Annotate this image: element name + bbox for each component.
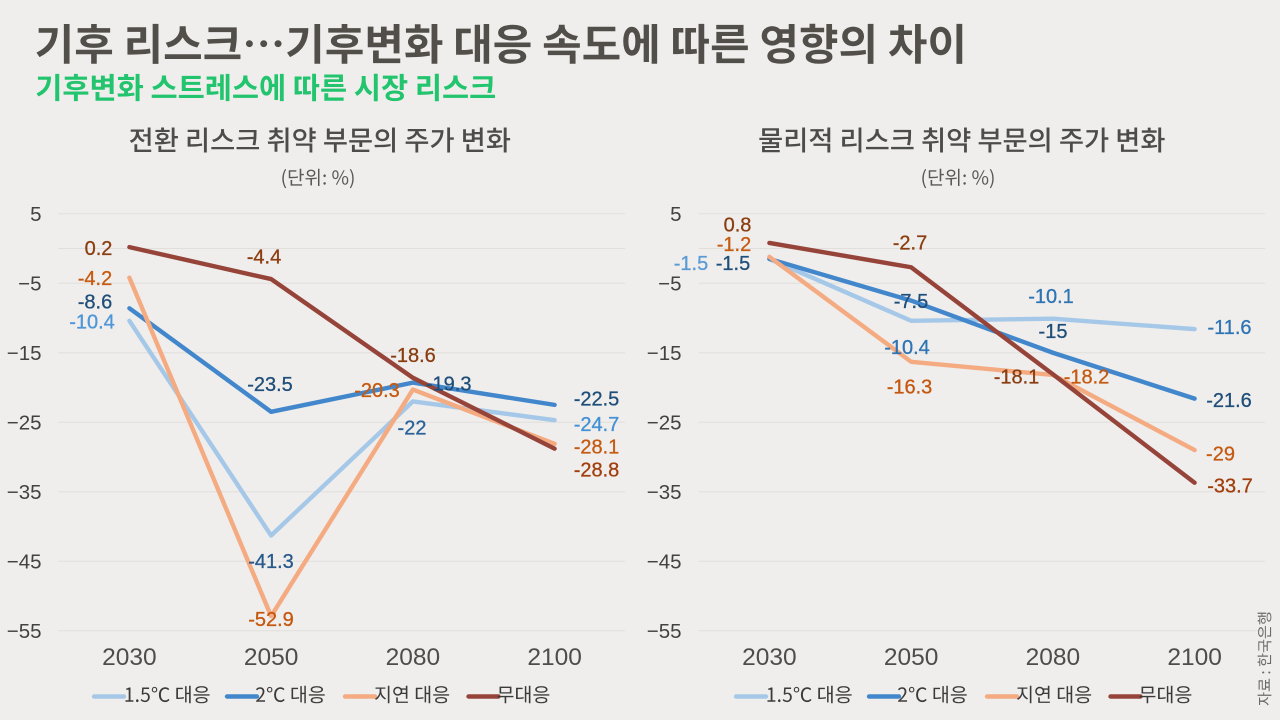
svg-text:0.8: 0.8 (724, 215, 752, 237)
svg-text:‐4.2: ‐4.2 (78, 268, 112, 290)
svg-text:‐29: ‐29 (1206, 444, 1235, 466)
svg-text:‐18.1: ‐18.1 (994, 367, 1040, 389)
svg-text:0.2: 0.2 (85, 238, 113, 260)
svg-text:‐52.9: ‐52.9 (248, 609, 294, 631)
svg-text:2100: 2100 (527, 644, 582, 671)
svg-text:‐7.5: ‐7.5 (894, 291, 928, 313)
svg-text:−35: −35 (647, 481, 682, 504)
svg-text:‐10.4: ‐10.4 (69, 312, 115, 334)
svg-text:−5: −5 (658, 272, 681, 295)
svg-text:−25: −25 (647, 411, 682, 434)
svg-text:‐23.5: ‐23.5 (247, 374, 293, 396)
svg-text:2030: 2030 (102, 644, 157, 671)
svg-text:‐18.6: ‐18.6 (390, 345, 436, 367)
svg-text:‐1.2: ‐1.2 (717, 234, 751, 256)
svg-text:‐22.5: ‐22.5 (574, 389, 620, 411)
svg-text:5: 5 (670, 203, 681, 226)
svg-text:2080: 2080 (1026, 644, 1081, 671)
svg-text:−15: −15 (7, 342, 42, 365)
svg-text:‐1.5: ‐1.5 (674, 253, 708, 275)
svg-text:2050: 2050 (884, 644, 939, 671)
svg-text:‐41.3: ‐41.3 (248, 551, 294, 573)
svg-text:‐28.8: ‐28.8 (574, 460, 620, 482)
svg-text:‐28.1: ‐28.1 (574, 437, 620, 459)
svg-text:−15: −15 (647, 342, 682, 365)
svg-text:‐10.1: ‐10.1 (1028, 286, 1074, 308)
svg-text:‐2.7: ‐2.7 (893, 233, 927, 255)
svg-text:‐19.3: ‐19.3 (426, 374, 472, 396)
svg-text:2100: 2100 (1167, 644, 1222, 671)
svg-text:−45: −45 (647, 550, 682, 573)
svg-text:‐20.3: ‐20.3 (354, 380, 400, 402)
svg-text:‐33.7: ‐33.7 (1207, 476, 1253, 498)
svg-text:‐1.5: ‐1.5 (716, 253, 750, 275)
svg-text:‐8.6: ‐8.6 (78, 292, 112, 314)
svg-text:2050: 2050 (244, 644, 299, 671)
svg-text:−55: −55 (647, 620, 682, 643)
svg-text:‐21.6: ‐21.6 (1206, 390, 1252, 412)
svg-text:−5: −5 (18, 272, 41, 295)
svg-text:2080: 2080 (386, 644, 441, 671)
svg-text:−45: −45 (7, 550, 42, 573)
svg-text:‐10.4: ‐10.4 (884, 337, 930, 359)
svg-text:‐15: ‐15 (1039, 321, 1068, 343)
svg-text:‐11.6: ‐11.6 (1207, 317, 1251, 339)
svg-text:2030: 2030 (742, 644, 797, 671)
svg-text:−25: −25 (7, 411, 42, 434)
svg-text:‐4.4: ‐4.4 (247, 247, 281, 269)
svg-text:−55: −55 (7, 620, 42, 643)
svg-text:‐24.7: ‐24.7 (574, 414, 620, 436)
svg-text:‐22: ‐22 (398, 418, 427, 440)
svg-text:−35: −35 (7, 481, 42, 504)
svg-text:5: 5 (30, 203, 41, 226)
svg-text:‐16.3: ‐16.3 (887, 377, 933, 399)
svg-text:‐18.2: ‐18.2 (1064, 367, 1110, 389)
